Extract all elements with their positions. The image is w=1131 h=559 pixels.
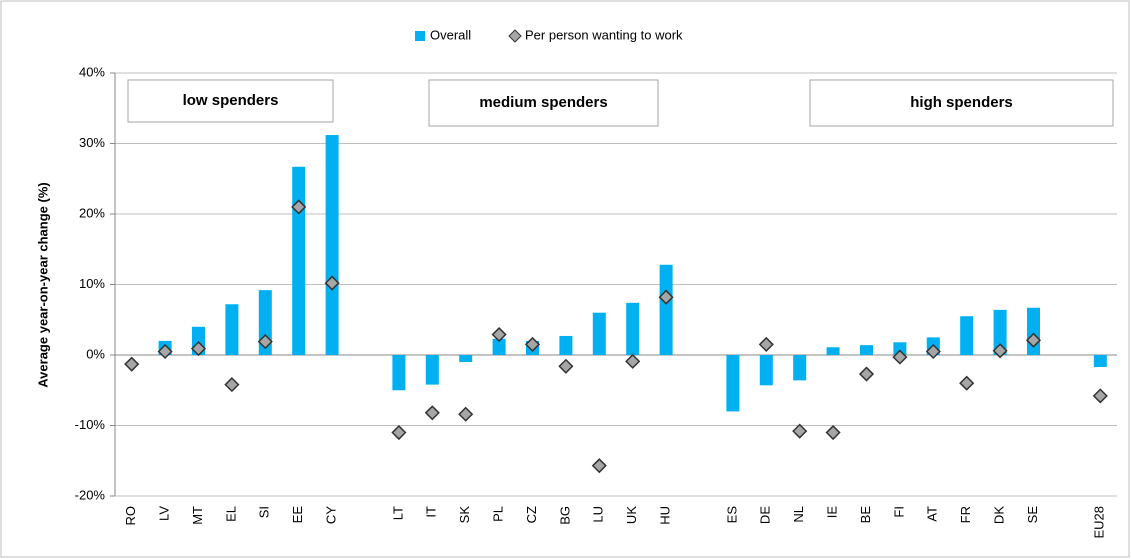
bar: [826, 347, 840, 355]
legend-swatch: [415, 31, 425, 41]
bar: [626, 302, 640, 355]
bar: [325, 135, 339, 355]
legend-label: Per person wanting to work: [525, 27, 683, 42]
diamond: [324, 275, 340, 291]
x-tick-label: RO: [123, 506, 138, 526]
diamond: [291, 199, 307, 215]
bar: [960, 316, 974, 355]
diamond: [591, 458, 607, 474]
x-tick-label: FI: [891, 506, 906, 518]
diamond: [224, 377, 240, 393]
x-tick-label: CY: [324, 506, 339, 524]
x-tick-label: NL: [791, 506, 806, 523]
diamond: [558, 358, 574, 374]
bar: [793, 355, 807, 381]
y-tick-label: 0%: [86, 346, 105, 361]
diamond: [124, 356, 140, 372]
x-tick-label: LV: [157, 506, 172, 521]
bar: [425, 355, 439, 385]
diamond: [491, 326, 507, 343]
diamond: [925, 343, 941, 360]
diamond: [424, 405, 440, 421]
x-tick-label: SK: [457, 506, 472, 524]
bar: [993, 309, 1007, 355]
y-tick-label: 20%: [79, 205, 105, 220]
x-tick-label: DK: [992, 506, 1007, 524]
bar: [225, 304, 239, 355]
bar: [559, 335, 573, 355]
y-tick-label: -20%: [75, 487, 106, 502]
x-tick-label: HU: [658, 506, 673, 525]
annotation-box: [127, 79, 334, 123]
annotation: high spenders: [910, 94, 1013, 111]
bar: [1027, 307, 1040, 355]
y-tick-label: 30%: [79, 135, 105, 150]
y-tick-label: 10%: [79, 276, 105, 291]
diamond: [758, 336, 774, 352]
x-tick-label: EL: [223, 506, 238, 522]
bar: [459, 355, 473, 363]
x-tick-label: CZ: [524, 506, 539, 523]
annotation-box: [428, 79, 659, 127]
bar: [392, 355, 406, 391]
diamond: [1025, 332, 1042, 348]
x-tick-label: BE: [858, 506, 873, 524]
annotation: medium spenders: [479, 94, 607, 111]
x-tick-label: PL: [491, 506, 506, 522]
bar: [592, 312, 606, 355]
y-tick-label: 40%: [79, 64, 105, 79]
diamond: [257, 334, 273, 350]
legend-swatch: [508, 29, 522, 43]
diamond: [524, 336, 541, 352]
x-tick-label: UK: [624, 506, 639, 524]
diamond: [1092, 388, 1108, 404]
x-tick-label: MT: [190, 506, 205, 525]
x-tick-label: LU: [591, 506, 606, 523]
annotation: low spenders: [183, 92, 279, 109]
diamond: [658, 289, 674, 305]
diamond: [825, 424, 841, 441]
x-tick-label: ES: [724, 506, 739, 524]
diamond: [892, 349, 908, 365]
diamond: [458, 406, 474, 422]
diamond: [190, 341, 207, 357]
x-tick-label: IE: [825, 506, 840, 519]
x-tick-label: SE: [1025, 506, 1040, 524]
bar: [893, 342, 907, 355]
x-tick-label: FR: [958, 506, 973, 523]
bar: [659, 264, 673, 355]
x-tick-label: LT: [390, 506, 405, 520]
x-tick-label: EU28: [1092, 506, 1107, 539]
x-tick-label: BG: [557, 506, 572, 525]
bar: [1093, 355, 1107, 367]
diamond: [792, 423, 808, 439]
x-tick-label: SI: [257, 506, 272, 518]
bar: [292, 166, 306, 355]
annotation-box: [809, 79, 1114, 127]
x-tick-label: DE: [758, 506, 773, 524]
bar: [492, 338, 506, 355]
diamond: [959, 375, 975, 391]
bar: [759, 355, 773, 386]
legend-label: Overall: [430, 27, 471, 42]
bar: [860, 345, 873, 355]
x-tick-label: EE: [290, 506, 305, 524]
x-tick-label: IT: [424, 506, 439, 518]
diamond: [992, 343, 1008, 359]
bar: [726, 355, 740, 412]
y-tick-label: -10%: [75, 417, 106, 432]
x-tick-label: AT: [925, 506, 940, 522]
diamond: [625, 353, 641, 369]
diamond: [391, 424, 407, 441]
y-axis-label: Average year-on-year change (%): [35, 182, 50, 387]
diamond: [157, 343, 173, 360]
diamond: [858, 366, 875, 382]
